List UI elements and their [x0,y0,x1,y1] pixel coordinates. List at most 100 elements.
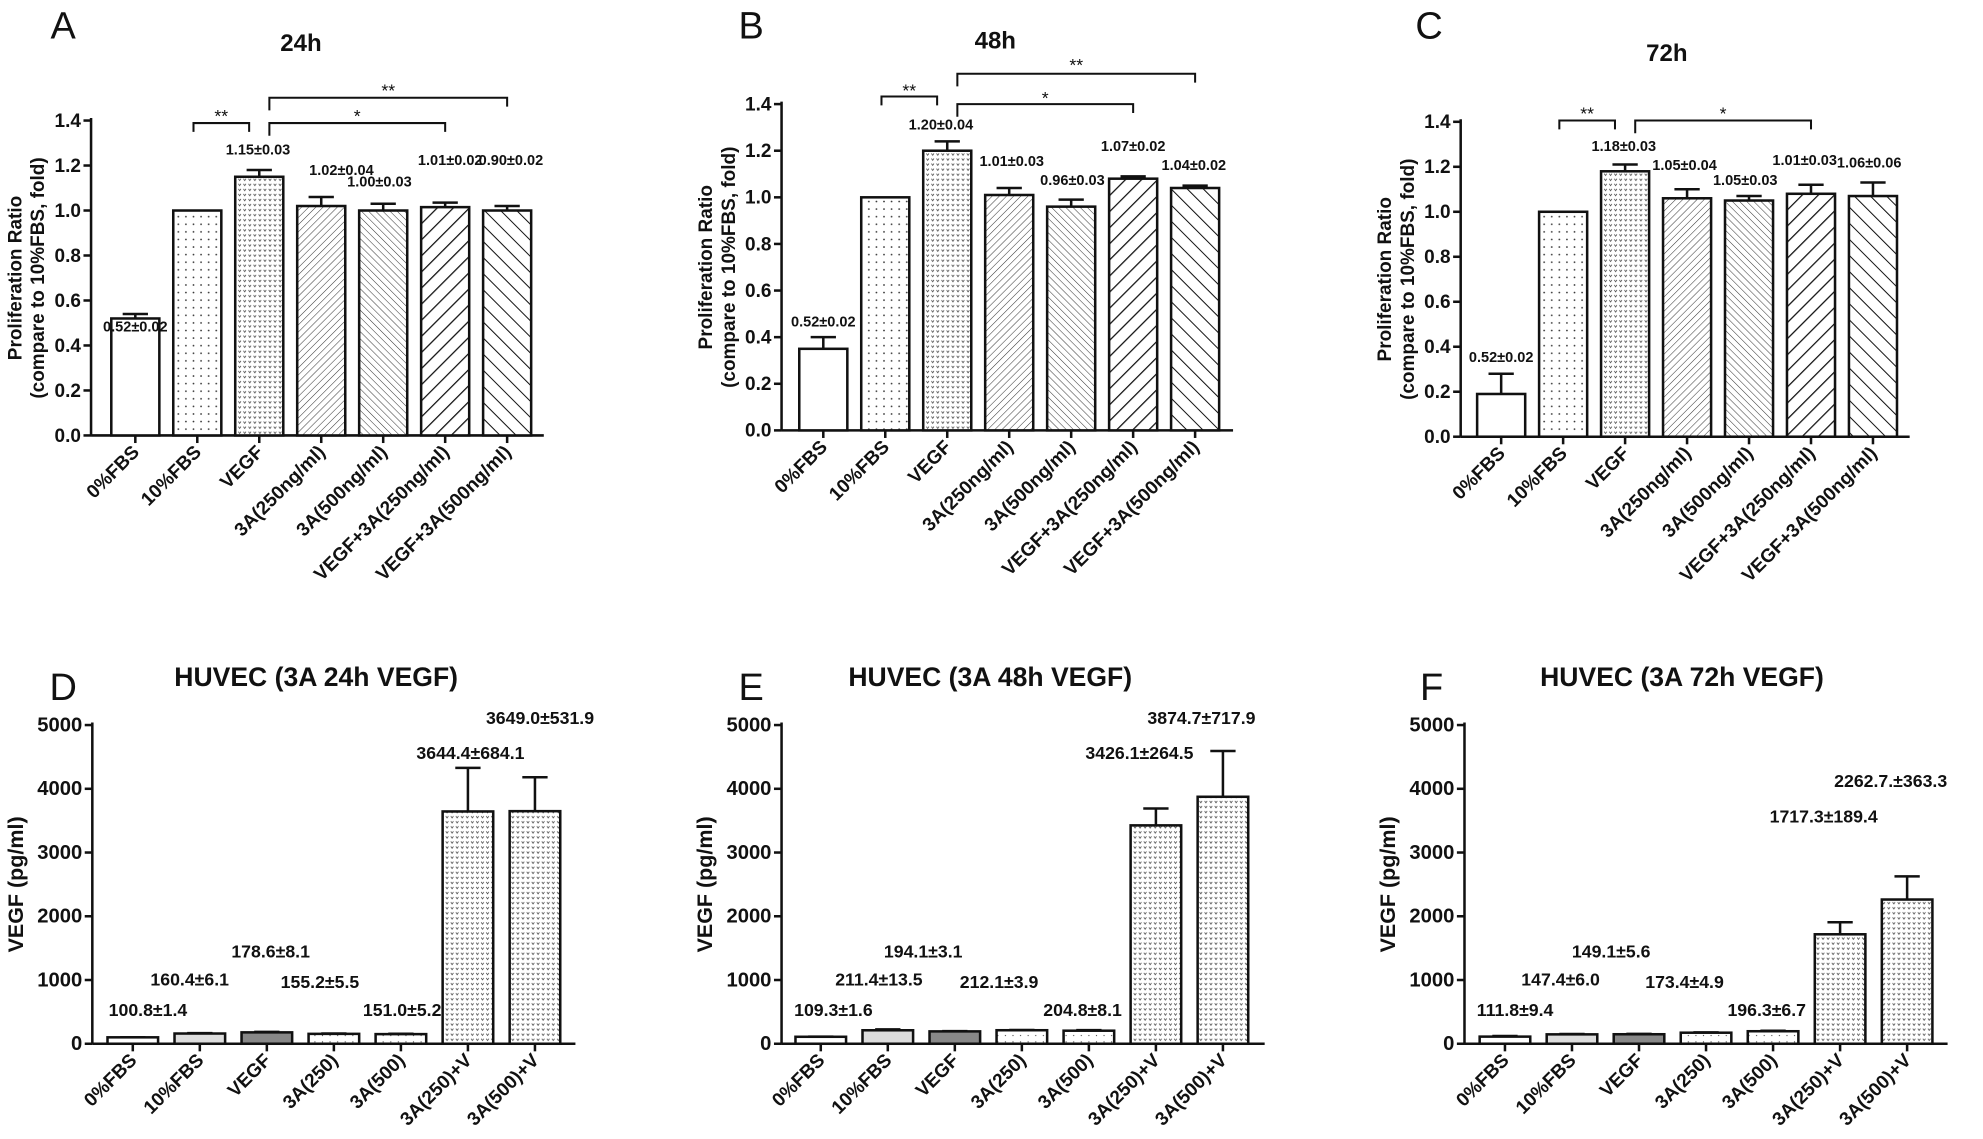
bar [1169,186,1221,432]
chart-title: 24h [280,30,321,57]
y-tick-label: 1000 [726,969,771,991]
panel-a: A 24h 0.0 0.2 0.4 0.6 0.8 1.0 1.2 1.4 Proliferatio… [5,5,544,585]
y-tick-label: 0.2 [55,381,81,402]
bar [1746,1029,1800,1046]
panel-letter: B [739,5,764,47]
data-label: 1717.3±189.4 [1770,806,1878,826]
y-tick-label: 0.0 [55,426,81,447]
y-tick-label: 2000 [726,906,771,928]
y-tick-label: 5000 [726,714,771,736]
data-label: 178.6±8.1 [231,942,310,962]
data-label: 0.96±0.03 [1040,173,1105,189]
data-label: 212.1±3.9 [960,972,1039,992]
bar [441,810,495,1046]
x-tick-label: 10%FBS [1503,443,1572,512]
data-label: 2262.7.±363.3 [1834,771,1947,791]
x-tick-label: 3A(500)+V [1836,1050,1916,1130]
data-label: 211.4±13.5 [835,970,923,990]
data-label: 1.20±0.04 [909,117,974,133]
y-axis-label-line: VEGF (pg/ml) [693,816,717,952]
bar [295,204,347,437]
bar [357,209,409,437]
data-label: 3874.7±717.9 [1147,708,1255,728]
x-tick-label: VEGF [904,437,955,488]
data-label: 151.0±5.2 [363,1000,442,1020]
x-tick-label: VEGF [224,1050,275,1101]
significance-label: ** [214,106,228,126]
y-axis-label-line: (compare to 10%FBS, fold) [28,157,49,398]
significance-label: * [354,106,361,126]
data-label: 3644.4±684.1 [416,743,524,763]
y-tick-label: 0.8 [1424,247,1450,268]
significance-bracket [1558,119,1616,130]
x-tick-label: 3A(500) [346,1050,409,1113]
y-tick-label: 0.4 [1424,337,1451,358]
y-axis-label-line: Proliferation Ratio [696,185,717,349]
y-tick-label: 4000 [1409,778,1454,800]
data-label: 1.05±0.04 [1652,158,1717,174]
x-tick-label: 10%FBS [1512,1050,1581,1119]
data-label: 1.15±0.03 [226,143,291,159]
bar [1723,199,1775,438]
bar [1045,205,1097,432]
y-tick-label: 4000 [726,778,771,800]
y-tick-label: 1.2 [55,156,81,177]
x-tick-label: VEGF [1582,443,1633,494]
y-tick-label: 0 [760,1033,771,1055]
y-tick-label: 0.6 [745,281,771,302]
bar [1545,1033,1599,1046]
significance-bracket [956,72,1197,87]
y-axis-label: Proliferation Ratio (compare to 10%FBS, f… [696,147,740,388]
data-label: 160.4±6.1 [150,970,229,990]
bar [995,1028,1049,1046]
y-tick-label: 0.8 [745,234,771,255]
bar [173,1032,227,1046]
significance-bracket [956,103,1135,117]
y-tick-label: 1.2 [745,141,771,162]
data-label: 1.01±0.02 [418,153,483,169]
data-label: 0.52±0.02 [791,315,856,331]
bar [1599,170,1651,438]
y-tick-label: 0.4 [55,336,82,357]
y-axis-label: VEGF (pg/ml) [693,816,717,952]
data-label: 0.90±0.02 [479,153,544,169]
y-tick-label: 1000 [37,969,82,991]
bar [928,1030,982,1046]
y-tick-label: 0.0 [745,421,771,442]
y-tick-label: 5000 [37,714,82,736]
data-label: 1.06±0.06 [1837,155,1902,171]
chart-title: 72h [1646,40,1687,67]
y-axis-label: VEGF (pg/ml) [4,816,28,952]
y-tick-label: 1.4 [1424,112,1451,133]
bar [1612,1032,1666,1046]
bar [1847,194,1899,438]
data-label: 3649.0±531.9 [486,708,594,728]
x-tick-label: VEGF [912,1050,963,1101]
y-tick-label: 5000 [1409,714,1454,736]
x-tick-label: 0%FBS [1452,1050,1513,1111]
x-tick-label: 10%FBS [828,1050,897,1119]
bar [983,193,1035,432]
y-tick-label: 0.6 [55,291,81,312]
panel-letter: A [51,5,77,47]
data-label: 147.4±6.0 [1521,970,1600,990]
y-tick-label: 1.0 [55,201,81,222]
y-axis-label-line: VEGF (pg/ml) [1376,816,1400,952]
significance-label: * [1720,103,1727,123]
chart-title: 48h [975,27,1016,54]
significance-label: ** [381,81,395,101]
significance-label: ** [1069,55,1083,75]
panel-b: B 48h 0.0 0.2 0.4 0.6 0.8 1.0 1.2 1.4 Proliferatio… [696,5,1234,580]
bar [481,209,533,437]
x-tick-label: 0%FBS [768,1050,829,1111]
data-label: 173.4±4.9 [1645,972,1724,992]
y-tick-label: 0.2 [1424,382,1450,403]
bar [110,317,161,437]
bar [106,1036,160,1046]
bar [233,175,285,437]
panel-d: D HUVEC (3A 24h VEGF) 0 1000 2000 3000 4000 500… [4,662,594,1130]
data-label: 0.52±0.02 [1469,350,1534,366]
chart-title: HUVEC (3A 72h VEGF) [1540,662,1824,692]
significance-bracket [268,96,509,111]
